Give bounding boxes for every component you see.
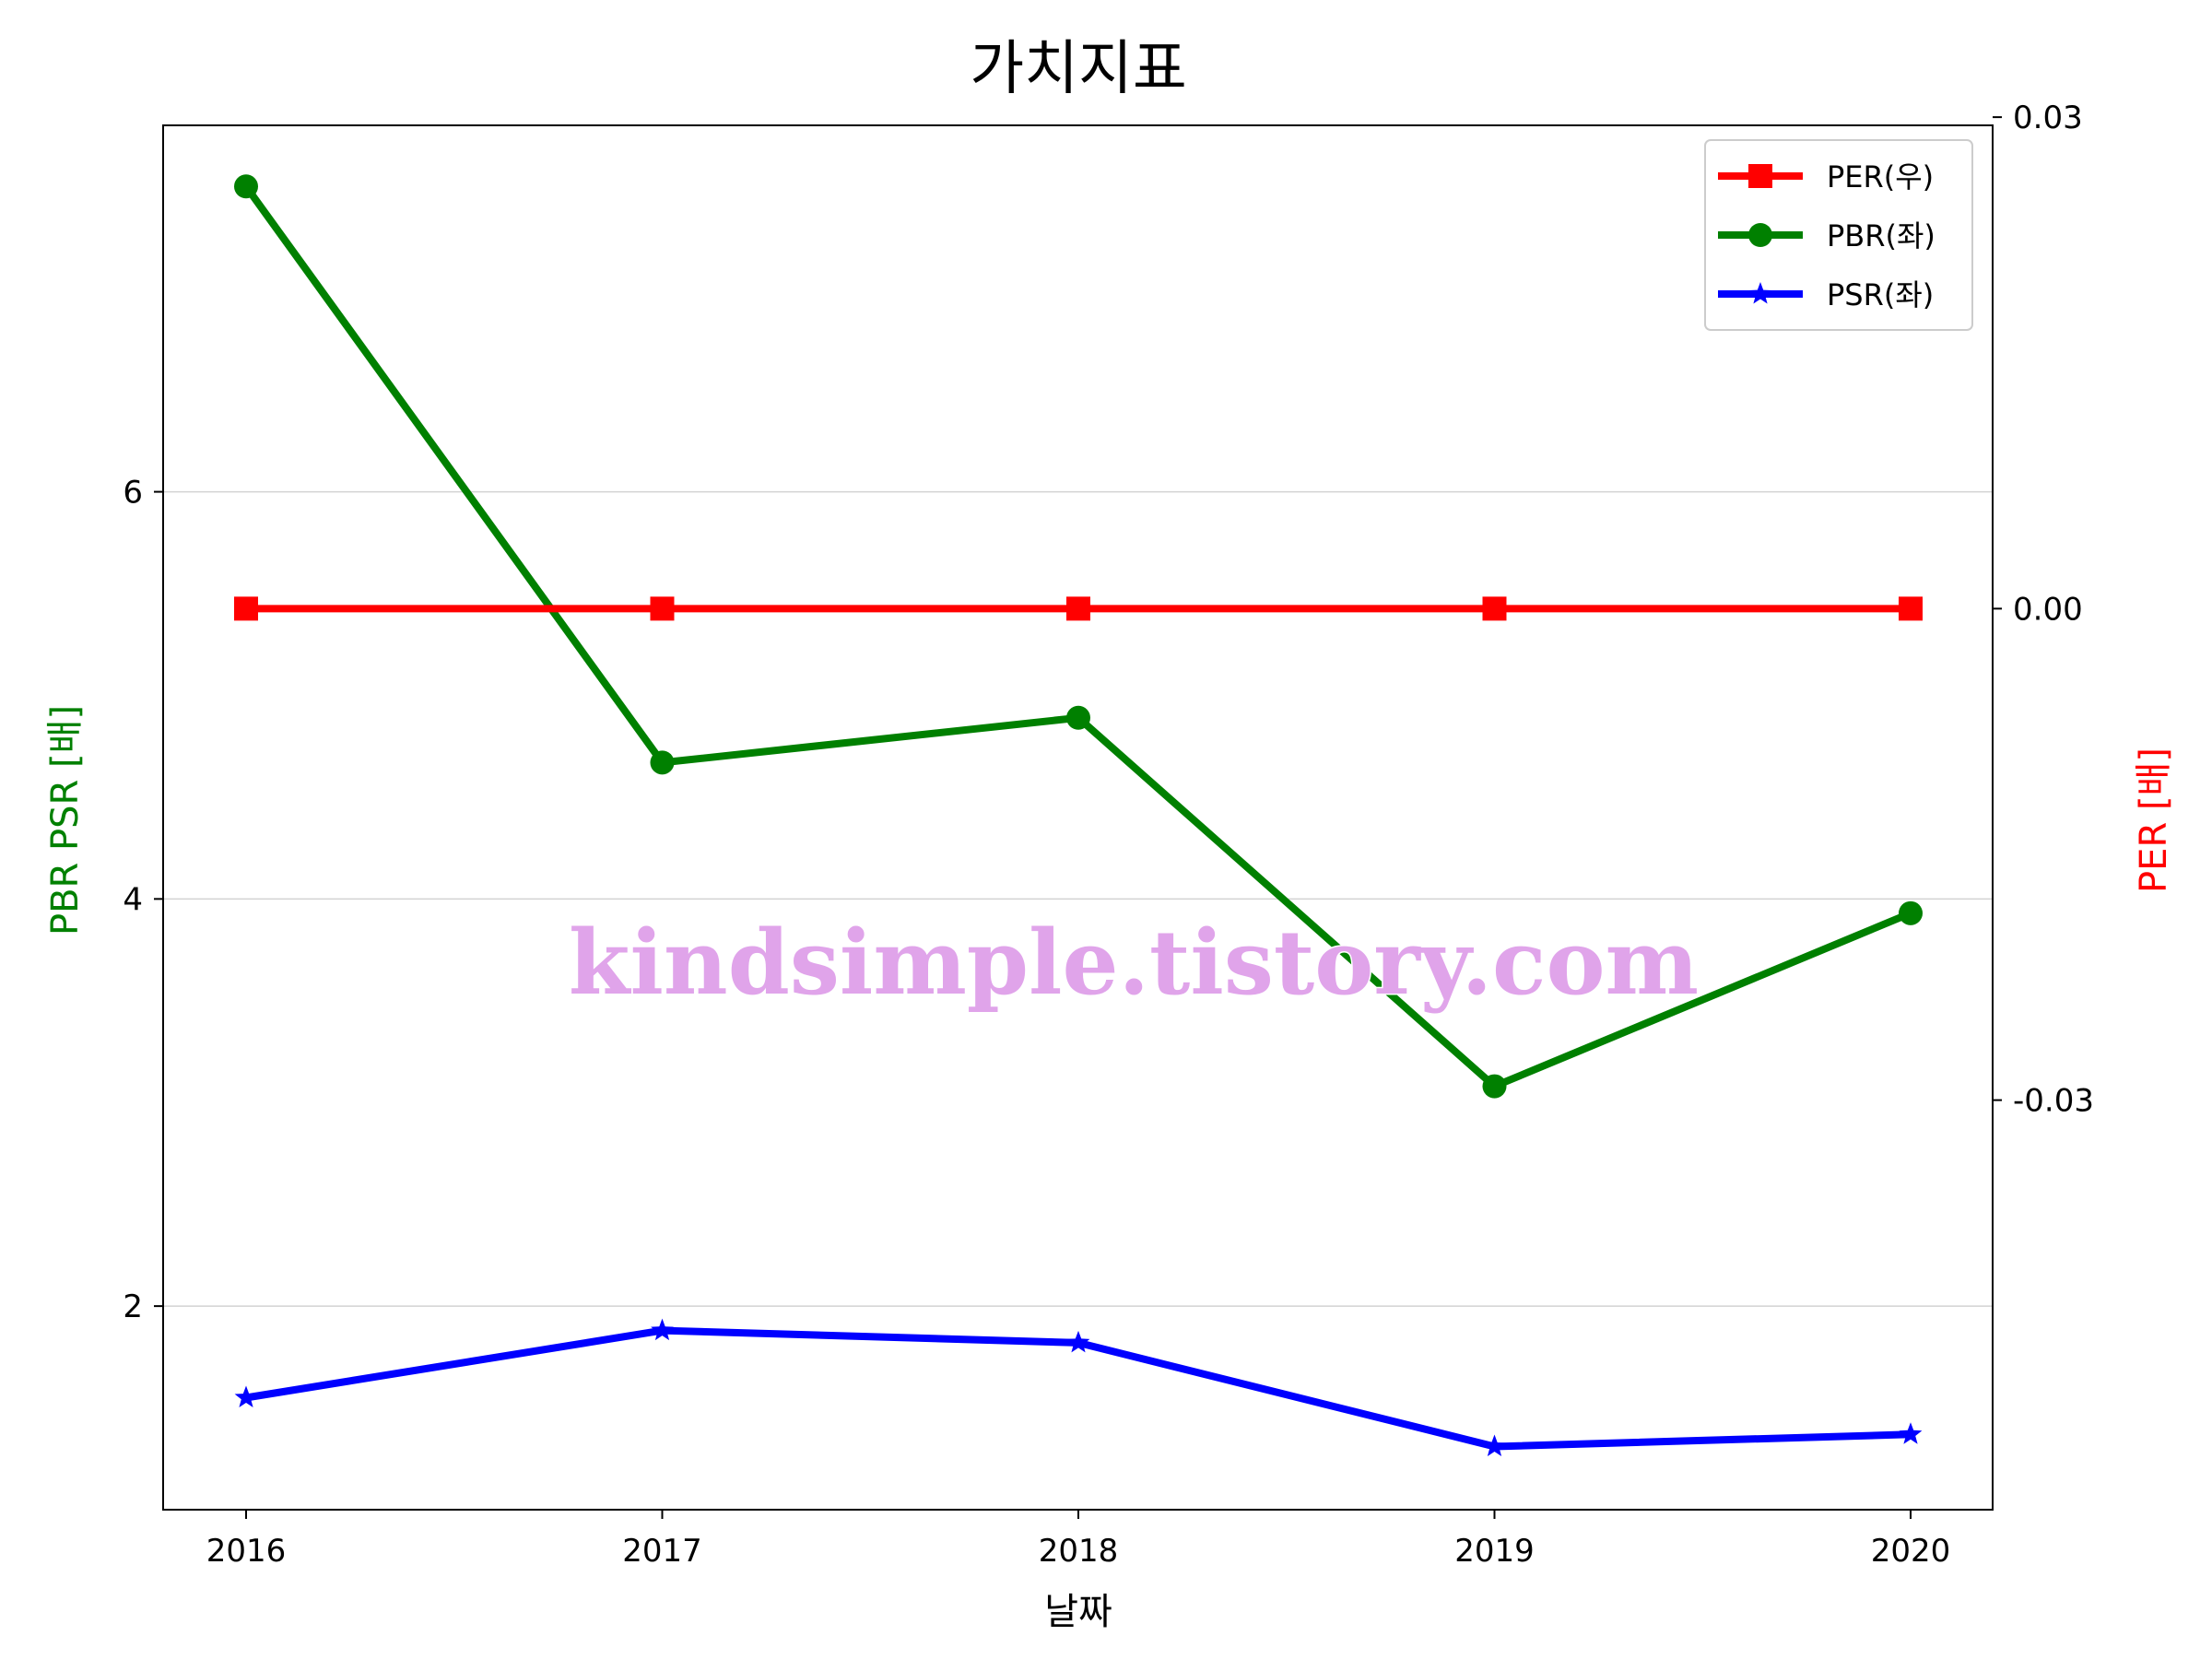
x-tick-label-2020: 2020 bbox=[1871, 1533, 1951, 1570]
right-y-axis-label: PER [배] bbox=[2133, 747, 2175, 893]
chart-title: 가치지표 bbox=[970, 35, 1187, 103]
left-tick-label-6: 6 bbox=[123, 475, 143, 512]
legend-label-per우: PER(우) bbox=[1827, 159, 1934, 194]
point-per우-2020 bbox=[1899, 596, 1923, 621]
x-tick-label-2017: 2017 bbox=[622, 1533, 702, 1570]
point-pbr좌-2018 bbox=[1066, 705, 1090, 730]
watermark-text: kindsimple.tistory.com bbox=[569, 911, 1699, 1015]
x-tick-label-2016: 2016 bbox=[206, 1533, 287, 1570]
point-psr좌-2018 bbox=[1066, 1330, 1090, 1353]
point-pbr좌-2016 bbox=[234, 174, 258, 199]
point-pbr좌-2017 bbox=[650, 750, 675, 775]
point-psr좌-2016 bbox=[234, 1385, 258, 1407]
x-tick-label-2019: 2019 bbox=[1454, 1533, 1535, 1570]
legend: PER(우) PBR(좌) PSR(좌) bbox=[1704, 139, 1973, 331]
point-per우-2017 bbox=[650, 596, 675, 621]
x-axis-label: 날짜 bbox=[1044, 1591, 1112, 1633]
legend-marker-pbr좌 bbox=[1748, 223, 1772, 247]
legend-marker-per우 bbox=[1748, 164, 1772, 188]
left-y-axis-label: PBR PSR [배] bbox=[44, 705, 87, 935]
point-pbr좌-2019 bbox=[1482, 1074, 1507, 1099]
point-pbr좌-2020 bbox=[1899, 900, 1923, 925]
legend-marker-psr좌 bbox=[1748, 282, 1772, 304]
point-per우-2016 bbox=[234, 596, 258, 621]
legend-label-psr좌: PSR(좌) bbox=[1827, 277, 1934, 312]
point-psr좌-2020 bbox=[1899, 1422, 1923, 1444]
right-tick-label-0.03: 0.03 bbox=[2013, 100, 2083, 136]
right-tick-label-0.00: 0.00 bbox=[2013, 591, 2083, 628]
legend-label-pbr좌: PBR(좌) bbox=[1827, 218, 1936, 253]
right-tick-label--0.03: -0.03 bbox=[2013, 1083, 2094, 1120]
left-tick-label-4: 4 bbox=[123, 881, 143, 918]
axis-ticks: 2 4 6 0.03 0.00 -0.03 2016 2017 2018 2019 2020 bbox=[123, 100, 2094, 1570]
point-per우-2019 bbox=[1482, 596, 1507, 621]
x-tick-label-2018: 2018 bbox=[1039, 1533, 1119, 1570]
series-layer bbox=[234, 174, 1923, 1456]
point-psr좌-2017 bbox=[651, 1318, 674, 1341]
point-per우-2018 bbox=[1066, 596, 1090, 621]
point-psr좌-2019 bbox=[1483, 1434, 1506, 1456]
left-tick-label-2: 2 bbox=[123, 1288, 143, 1325]
